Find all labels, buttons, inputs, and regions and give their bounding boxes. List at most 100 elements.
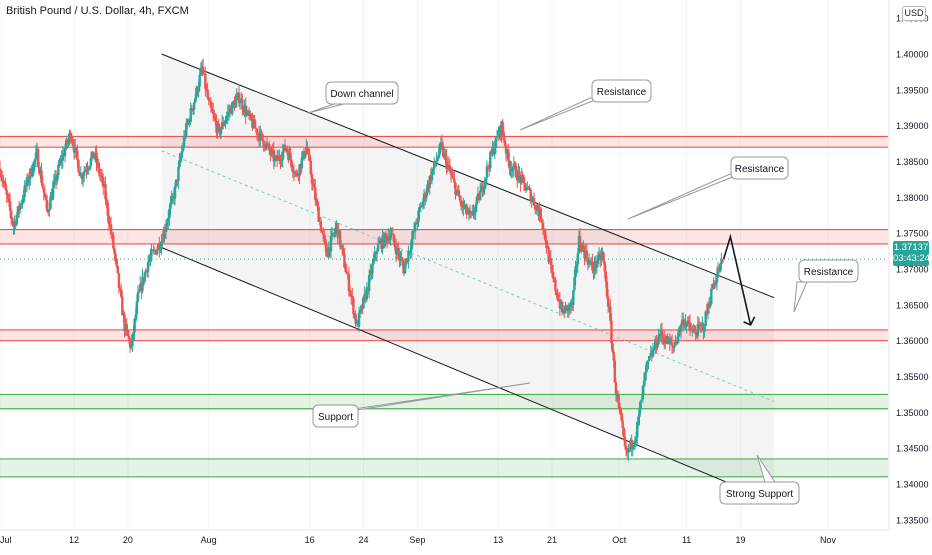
candle-body [105,199,108,202]
candle-body [0,168,2,176]
candle-body [628,447,631,449]
candle-body [693,330,696,332]
candle-body [428,176,431,188]
candle-body [623,436,627,447]
candle-body [706,304,710,314]
candle-body [314,187,317,201]
candle-body [116,265,120,274]
candle-body [373,252,376,260]
candle-body [16,206,20,216]
candle-body [416,222,419,225]
candle-body [383,233,387,247]
candle-body [64,139,68,149]
candle-body [182,136,186,148]
candle-body [253,119,256,128]
candle-body [470,213,473,215]
candle-body [418,207,421,211]
candle-body [119,289,123,297]
candle-body [547,246,550,263]
candle-body [450,174,454,177]
candle-body [185,123,188,136]
candle-body [97,162,100,173]
candle-body [201,66,205,74]
candle-body [22,197,25,200]
candle-body [45,200,49,211]
candle-body [232,102,235,104]
candle-body [609,306,612,321]
candle-body [48,209,51,212]
price-tick-label: 1.35000 [896,408,929,418]
candle-body [410,239,413,250]
candle-body [223,123,226,126]
price-tick-label: 1.38000 [896,193,929,203]
candle-body [260,131,263,134]
candle-body [315,200,318,202]
candle-body [342,248,345,254]
candle-body [484,177,488,181]
candle-body [207,97,210,101]
candle-body [679,324,683,332]
candle-body [98,172,102,175]
candle-body [329,235,333,252]
candle-body [198,74,201,87]
candle-body [574,266,577,278]
candle-body [719,263,722,272]
currency-badge[interactable]: USD [902,6,926,21]
time-tick-label: Sep [409,535,425,545]
candle-body [115,258,118,266]
candle-body [527,187,530,189]
resistance-zone-3 [0,329,888,341]
callout-support-box [312,404,359,428]
candle-body [573,277,576,291]
candle-body [69,132,72,139]
time-tick-label: Jul [0,535,12,545]
candle-body [502,132,505,141]
candle-body [694,331,697,335]
candle-body [578,236,582,247]
time-tick-label: 19 [735,535,745,545]
candle-body [421,200,425,207]
candle-body [487,167,491,169]
candle-body [622,427,626,437]
price-tick-label: 1.33500 [896,515,929,525]
candle-body [321,231,325,235]
candle-body [585,250,588,260]
candle-body [555,290,558,295]
candle-body [93,155,96,159]
chart-title: British Pound / U.S. Dollar, 4h, FXCM [6,5,189,17]
candle-body [127,335,131,340]
candle-body [158,243,161,251]
candle-body [170,196,173,203]
candle-body [70,138,74,142]
candle-body [132,332,135,335]
candle-body [457,190,461,197]
candle-body [204,73,207,89]
candle-body [57,164,60,176]
candle-body [213,114,216,118]
candle-body [250,114,253,121]
candle-body [294,171,298,174]
candle-body [136,292,140,302]
candle-body [106,201,109,216]
candle-body [340,245,344,249]
candle-body [238,102,242,104]
candle-body [135,301,139,315]
candle-body [398,253,401,260]
candle-body [51,188,54,200]
candle-body [312,183,316,188]
candle-body [564,305,567,314]
candle-body [700,324,703,327]
candle-body [123,314,126,332]
candle-body [209,101,213,108]
candle-body [30,168,33,176]
price-tick-label: 1.34000 [896,480,929,490]
price-tick-label: 1.39000 [896,121,929,131]
candle-body [708,303,712,307]
candle-body [603,262,606,272]
candle-body [392,234,396,242]
candle-body [125,324,128,330]
candle-body [605,281,609,297]
candle-body [128,339,132,348]
